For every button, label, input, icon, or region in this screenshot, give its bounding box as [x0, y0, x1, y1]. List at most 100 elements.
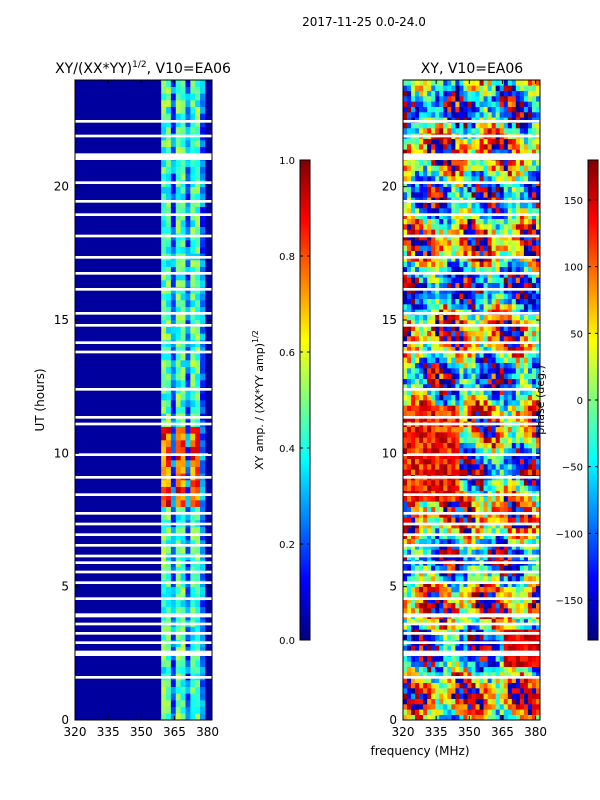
- phase-cell: [471, 517, 476, 523]
- phase-cell: [531, 672, 537, 678]
- phase-cell: [511, 442, 517, 449]
- phase-cell: [451, 517, 456, 523]
- phase-cell: [475, 362, 480, 369]
- phase-cell: [423, 90, 428, 97]
- phase-cell: [475, 437, 480, 443]
- phase-cell: [523, 101, 529, 107]
- phase-cell: [495, 352, 501, 358]
- phase-cell: [503, 266, 509, 273]
- amplitude-cell: [200, 466, 206, 474]
- phase-cell: [479, 618, 484, 625]
- phase-cell: [503, 234, 509, 241]
- phase-cell: [451, 106, 456, 113]
- phase-cell: [415, 208, 420, 214]
- phase-cell: [443, 293, 448, 299]
- amplitude-ytick-label: 5: [61, 580, 69, 594]
- amplitude-cell: [170, 273, 177, 281]
- phase-cell: [503, 181, 509, 187]
- amplitude-xtick-label: 365: [163, 725, 186, 739]
- phase-cell: [403, 320, 408, 326]
- phase-cell: [451, 458, 456, 465]
- phase-cell: [515, 544, 521, 550]
- phase-cell: [447, 336, 452, 342]
- phase-cell: [411, 485, 416, 491]
- phase-cell: [435, 202, 440, 209]
- phase-cell: [463, 202, 468, 209]
- phase-cell: [419, 522, 424, 529]
- phase-cell: [427, 400, 432, 406]
- phase-cell: [527, 506, 533, 513]
- amplitude-cell: [175, 713, 181, 721]
- phase-cell: [411, 602, 416, 609]
- amplitude-cell: [161, 480, 167, 487]
- phase-cell: [435, 362, 440, 369]
- phase-cell: [463, 698, 468, 705]
- phase-cell: [431, 224, 436, 230]
- phase-cell: [479, 389, 484, 395]
- phase-cell: [431, 362, 436, 369]
- phase-cell: [515, 501, 521, 507]
- phase-cell: [435, 506, 440, 513]
- phase-cell: [431, 565, 436, 571]
- amplitude-flag-row: [75, 613, 212, 618]
- phase-cell: [495, 277, 501, 283]
- phase-cell: [491, 160, 496, 166]
- phase-cell: [507, 106, 513, 113]
- phase-cell: [519, 645, 525, 651]
- amplitude-cell: [185, 86, 191, 94]
- amplitude-flag-row: [75, 120, 212, 123]
- phase-cell: [407, 213, 412, 219]
- amplitude-cell: [161, 526, 167, 534]
- phase-cell: [463, 592, 468, 598]
- amplitude-cell: [166, 366, 172, 374]
- phase-cell: [459, 165, 464, 171]
- phase-cell: [403, 368, 408, 374]
- phase-cell: [439, 256, 444, 262]
- phase-cell: [451, 234, 456, 241]
- amplitude-cell: [200, 240, 206, 247]
- amplitude-cell: [175, 213, 181, 221]
- phase-cell: [419, 336, 424, 342]
- amplitude-cell: [161, 440, 167, 447]
- phase-cell: [503, 336, 509, 342]
- phase-cell: [467, 517, 472, 523]
- phase-cell: [499, 517, 505, 523]
- phase-cell: [407, 277, 412, 283]
- phase-cell: [507, 149, 513, 155]
- phase-cell: [451, 186, 456, 193]
- phase-cell: [475, 240, 480, 246]
- phase-cell: [507, 112, 513, 118]
- amplitude-cell: [190, 193, 196, 201]
- phase-cell: [535, 261, 541, 267]
- phase-cell: [423, 394, 428, 401]
- phase-cell: [467, 464, 472, 470]
- phase-cell: [519, 464, 525, 470]
- phase-cell: [507, 362, 513, 369]
- phase-cell: [491, 192, 496, 198]
- phase-cell: [407, 544, 412, 550]
- phase-cell: [535, 581, 541, 587]
- phase-cell: [439, 469, 444, 475]
- phase-cell: [491, 277, 496, 283]
- phase-cell: [407, 101, 412, 107]
- phase-cell: [511, 272, 517, 278]
- phase-cell: [455, 394, 460, 401]
- phase-cell: [411, 469, 416, 475]
- phase-cell: [487, 128, 492, 134]
- phase-cell: [447, 416, 452, 422]
- phase-cell: [415, 165, 420, 171]
- phase-cell: [435, 320, 440, 326]
- phase-cell: [435, 645, 440, 651]
- phase-cell: [487, 549, 492, 555]
- phase-cell: [439, 576, 444, 582]
- phase-cell: [439, 282, 444, 289]
- amplitude-cell: [200, 326, 206, 334]
- phase-cell: [471, 677, 476, 683]
- phase-cell: [479, 266, 484, 273]
- amplitude-cell: [170, 280, 177, 287]
- phase-cell: [463, 544, 468, 550]
- phase-cell: [403, 341, 408, 347]
- phase-cell: [427, 416, 432, 422]
- phase-cell: [403, 645, 408, 651]
- phase-cell: [495, 362, 501, 369]
